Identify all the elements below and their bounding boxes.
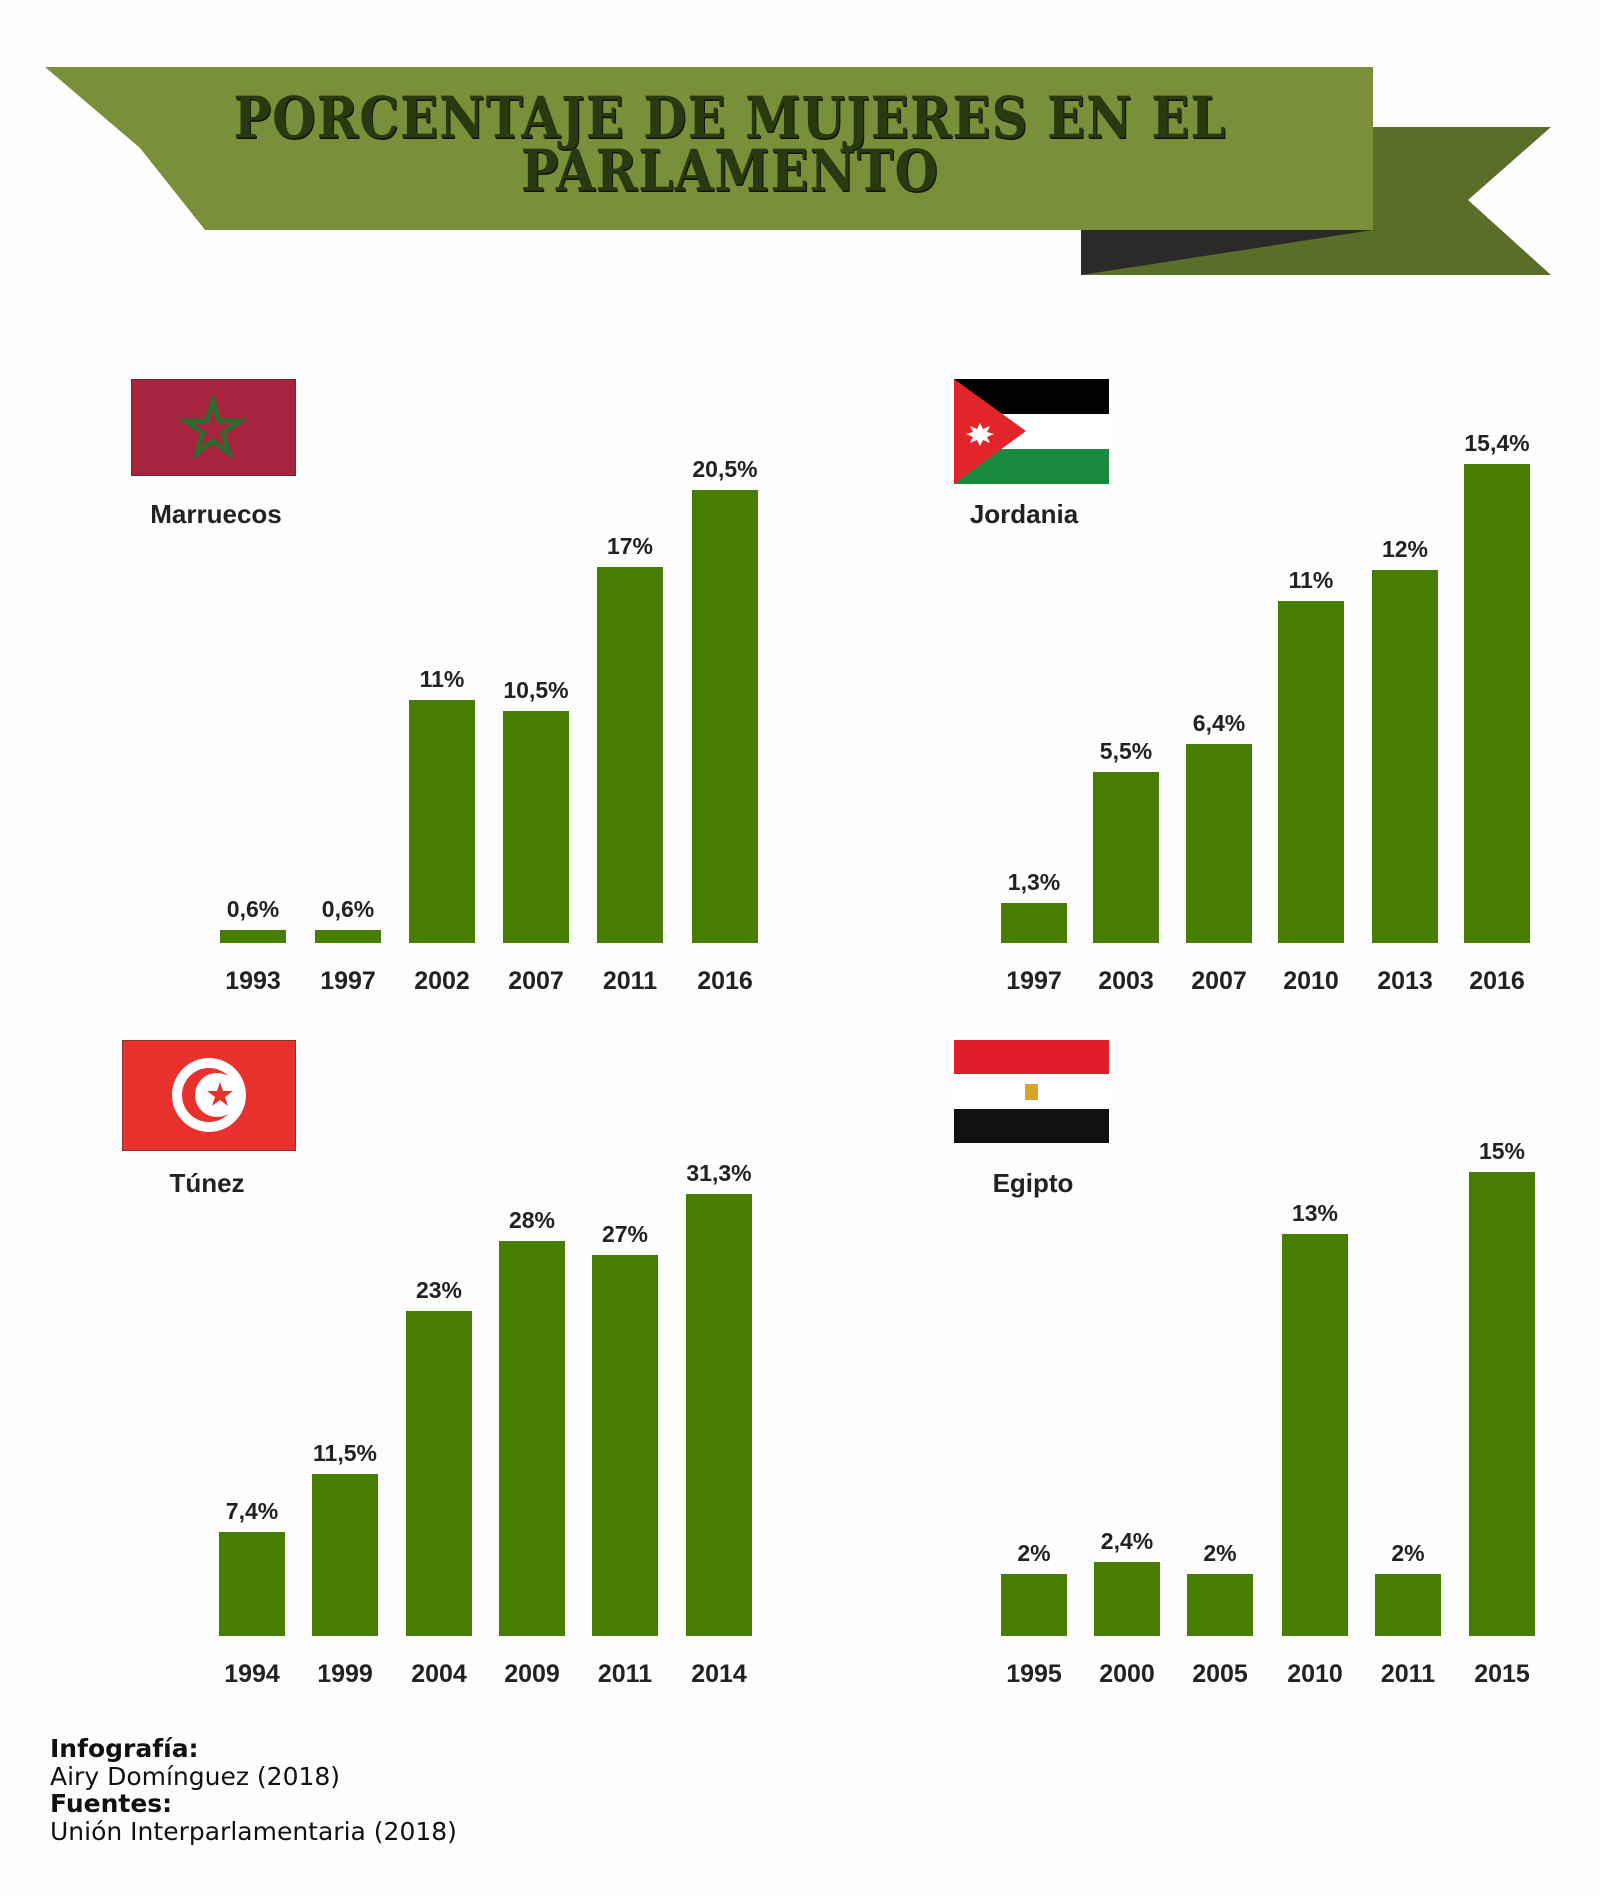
bar-1995 [1001, 1574, 1067, 1636]
value-label: 11,5% [313, 1439, 377, 1466]
value-label: 2,4% [1100, 1527, 1154, 1554]
value-label: 27% [601, 1220, 649, 1247]
bar-2003 [1093, 771, 1159, 943]
bar-2013 [1372, 569, 1438, 943]
value-label: 20,5% [692, 456, 758, 482]
ribbon-front [45, 67, 1373, 230]
value-label: 2% [1017, 1540, 1051, 1567]
value-label: 2% [1391, 1540, 1425, 1567]
morocco-flag [131, 379, 296, 476]
country-label-morocco: Marruecos [150, 499, 282, 529]
value-label: 28% [508, 1206, 556, 1233]
bar-2005 [1187, 1574, 1253, 1636]
value-label: 11% [419, 665, 465, 692]
value-label: 31,3% [686, 1160, 752, 1186]
infografia-label: Infografía: [50, 1734, 199, 1763]
bar-1994 [219, 1531, 285, 1636]
star-icon [966, 423, 994, 446]
year-label: 2007 [1191, 967, 1247, 995]
country-label-egypt: Egipto [992, 1168, 1074, 1198]
egypt-flag [954, 1040, 1109, 1143]
value-label: 6,4% [1192, 709, 1246, 736]
country-label-tunisia: Túnez [169, 1168, 245, 1198]
year-label: 1997 [1006, 967, 1062, 995]
bar-2016 [1464, 464, 1530, 943]
star-icon [207, 1082, 233, 1106]
bar-1997 [315, 929, 381, 943]
value-label: 7,4% [225, 1497, 279, 1524]
year-label: 2010 [1287, 1660, 1343, 1688]
title-banner [45, 67, 1551, 275]
bar-2016 [692, 490, 758, 943]
year-label: 2011 [1380, 1660, 1436, 1688]
year-label: 2016 [697, 967, 753, 995]
infografia-author: Airy Domínguez (2018) [50, 1762, 341, 1791]
value-label: 0,6% [226, 895, 280, 922]
year-label: 2011 [597, 1660, 653, 1688]
year-label: 1999 [317, 1660, 373, 1688]
value-label: 13% [1291, 1199, 1339, 1226]
value-label: 15,4% [1464, 430, 1530, 456]
year-label: 2009 [504, 1660, 560, 1688]
bar-2015 [1469, 1172, 1535, 1636]
eagle-icon [1025, 1084, 1038, 1100]
bar-2009 [499, 1240, 565, 1636]
bar-2007 [503, 710, 569, 943]
value-label: 11% [1288, 566, 1334, 593]
year-label: 2015 [1474, 1660, 1530, 1688]
value-label: 2% [1203, 1540, 1237, 1567]
year-label: 1995 [1006, 1660, 1062, 1688]
value-label: 15% [1478, 1138, 1526, 1164]
bar-2004 [406, 1311, 472, 1636]
ribbon-fold [1081, 230, 1373, 275]
year-label: 1997 [320, 967, 376, 995]
bar-1993 [220, 929, 286, 943]
bar-2011 [1375, 1574, 1441, 1636]
fuentes-label: Fuentes: [50, 1789, 173, 1818]
bar-2014 [686, 1194, 752, 1636]
bar-2002 [409, 699, 475, 943]
year-label: 2004 [411, 1660, 467, 1688]
bar-2011 [597, 567, 663, 943]
year-label: 2002 [414, 967, 470, 995]
country-label-jordan: Jordania [969, 499, 1079, 529]
year-label: 2016 [1469, 967, 1525, 995]
bar-2010 [1282, 1233, 1348, 1636]
year-label: 1993 [225, 967, 281, 995]
year-label: 2007 [508, 967, 564, 995]
tunisia-flag [122, 1040, 296, 1151]
year-label: 2010 [1283, 967, 1339, 995]
year-label: 2005 [1192, 1660, 1248, 1688]
bar-2010 [1278, 600, 1344, 943]
year-label: 2014 [691, 1660, 747, 1688]
value-label: 1,3% [1007, 868, 1061, 895]
star-icon [178, 392, 248, 460]
value-label: 12% [1381, 535, 1429, 562]
year-label: 2003 [1098, 967, 1154, 995]
jordan-flag [954, 379, 1109, 484]
value-label: 10,5% [503, 676, 569, 703]
value-label: 23% [415, 1277, 463, 1304]
title-line-2: PARLAMENTO [520, 136, 940, 205]
year-label: 2000 [1099, 1660, 1155, 1688]
bar-1999 [312, 1473, 378, 1636]
year-label: 1994 [224, 1660, 280, 1688]
bar-2000 [1094, 1561, 1160, 1636]
fuentes-source: Unión Interparlamentaria (2018) [50, 1817, 457, 1846]
year-label: 2011 [602, 967, 658, 995]
year-label: 2013 [1377, 967, 1433, 995]
value-label: 5,5% [1099, 737, 1153, 764]
value-label: 0,6% [321, 895, 375, 922]
bar-1997 [1001, 902, 1067, 943]
bar-2007 [1186, 743, 1252, 943]
title-line-1: PORCENTAJE DE MUJERES EN EL [233, 83, 1227, 152]
value-label: 17% [606, 533, 654, 560]
bar-2011 [592, 1254, 658, 1636]
